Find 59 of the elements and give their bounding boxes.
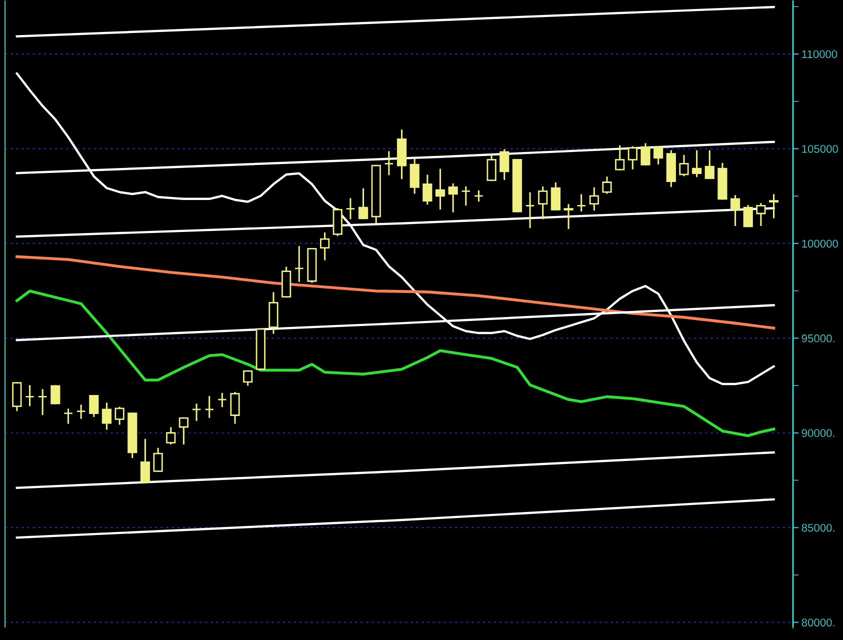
- candlestick: [153, 448, 163, 472]
- candlestick: [243, 370, 253, 386]
- candlestick: [358, 188, 368, 220]
- candlestick: [654, 146, 664, 164]
- candlestick: [422, 174, 432, 205]
- candlestick: [692, 150, 702, 178]
- line-series: [16, 255, 776, 330]
- line-series: [16, 290, 776, 438]
- candlestick: [461, 186, 471, 206]
- candlestick: [550, 182, 560, 210]
- candlestick: [448, 183, 458, 212]
- candlestick: [500, 149, 510, 180]
- candlestick: [230, 392, 240, 424]
- y-tick-label: 105000: [802, 144, 838, 153]
- candlestick: [89, 394, 99, 417]
- candlestick: [768, 194, 779, 218]
- y-tick-label: 95000.: [802, 334, 834, 342]
- candlestick: [140, 438, 150, 483]
- candlestick: [435, 168, 446, 210]
- candlestick: [192, 404, 202, 421]
- candlestick: [525, 192, 535, 228]
- candlestick: [486, 154, 496, 182]
- candlestick: [320, 232, 330, 260]
- candlestick: [38, 389, 48, 416]
- candlestick: [640, 143, 650, 166]
- line-series: [16, 72, 775, 386]
- candlestick: [615, 145, 625, 170]
- candlestick: [679, 154, 689, 176]
- candlestick: [756, 203, 766, 226]
- candlestick: [602, 176, 612, 194]
- candlestick: [576, 194, 586, 212]
- candlestick: [24, 385, 35, 406]
- candlestick: [564, 204, 574, 230]
- candlestick: [63, 408, 74, 424]
- candlestick: [474, 190, 484, 202]
- candlestick: [50, 385, 60, 404]
- candlestick: [628, 146, 638, 170]
- candlestick: [384, 151, 394, 176]
- candlestick: [166, 427, 176, 444]
- candlestick: [102, 402, 112, 430]
- candlestick: [12, 382, 22, 412]
- candlestick: [730, 195, 740, 226]
- candlestick: [704, 150, 714, 180]
- y-tick-label: 100000: [802, 240, 838, 248]
- candlestick: [538, 186, 548, 220]
- candlestick: [346, 198, 356, 220]
- y-tick-label: 80000.: [802, 618, 834, 626]
- y-tick-label: 85000.: [802, 524, 834, 532]
- y-tick-label: 110000: [802, 50, 838, 58]
- y-tick-label: 90000.: [802, 429, 834, 438]
- candlestick: [204, 396, 214, 418]
- candlestick: [114, 406, 124, 425]
- candlestick: [76, 404, 86, 419]
- candlestick: [217, 392, 227, 408]
- candlestick: [743, 204, 753, 228]
- candlestick: [178, 417, 188, 444]
- candlestick: [410, 158, 420, 194]
- candlestick: [589, 187, 599, 210]
- candlestick: [294, 246, 304, 282]
